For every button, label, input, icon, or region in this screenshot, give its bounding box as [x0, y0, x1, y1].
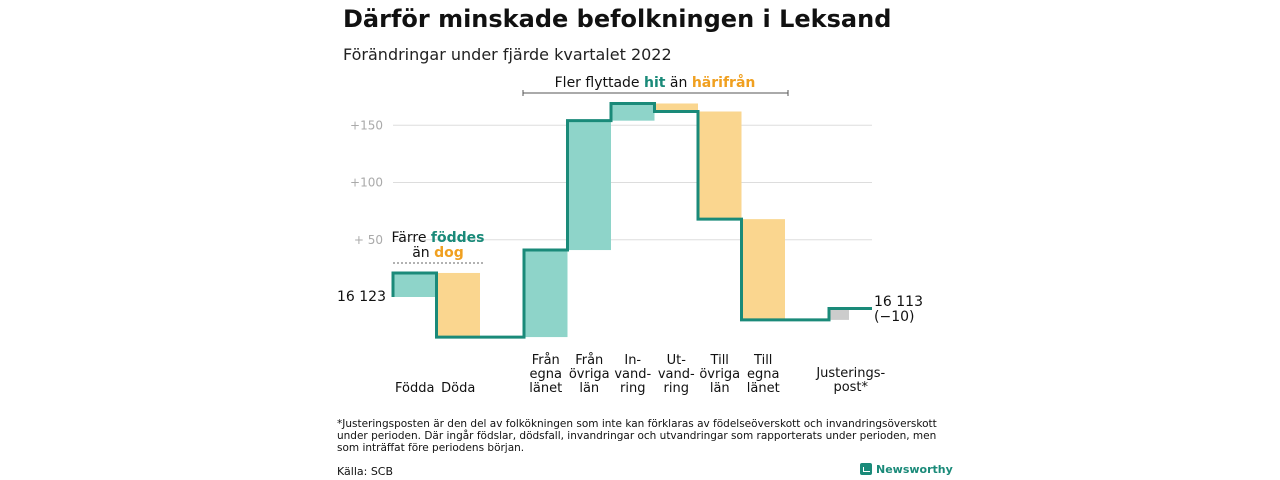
grid-layer: +150 +100 + 50: [350, 118, 872, 247]
brand-logo[interactable]: Newsworthy: [860, 463, 953, 476]
bar-step: [611, 103, 655, 121]
left-annotation-line2: än dog: [412, 245, 464, 261]
start-value-label: 16 123: [337, 289, 386, 305]
brand-name: Newsworthy: [876, 463, 953, 476]
x-tick-label: Döda: [441, 381, 475, 396]
chart-title: Därför minskade befolkningen i Leksand: [343, 5, 892, 33]
x-tick-label: Till övriga län: [699, 353, 740, 396]
end-change-label: (−10): [874, 309, 914, 325]
x-tick-label: Från egna länet: [529, 353, 562, 396]
bar-step: [524, 250, 568, 338]
bar-step: [741, 219, 785, 320]
left-annotation-line1: Färre föddes: [392, 230, 485, 246]
footnote: *Justeringsposten är den del av folkökni…: [337, 418, 937, 454]
x-tick-label: Ut-vand-ring: [658, 353, 695, 396]
chart-subtitle: Förändringar under fjärde kvartalet 2022: [343, 45, 672, 64]
x-tick-label: In-vand-ring: [614, 353, 651, 396]
top-annotation: Fler flyttade hit än härifrån: [555, 74, 756, 91]
source-label: Källa: SCB: [337, 465, 394, 478]
x-tick-label: Från övriga län: [569, 353, 610, 396]
bar-step: [393, 272, 437, 297]
bar-step: [829, 308, 849, 320]
bar-step: [698, 111, 742, 220]
end-value-label: 16 113: [874, 294, 923, 310]
bars-layer: [393, 103, 849, 338]
y-tick-label: +100: [350, 176, 383, 190]
x-tick-label: Till egna länet: [747, 353, 780, 396]
x-tick-label: Födda: [395, 381, 434, 396]
newsworthy-icon: [860, 463, 872, 475]
bar-step: [436, 272, 480, 338]
bar-step: [567, 120, 611, 251]
step-line: [391, 101, 872, 339]
bar-step: [654, 103, 698, 112]
y-tick-label: + 50: [354, 233, 383, 247]
y-tick-label: +150: [350, 118, 383, 132]
step-line-layer: [391, 101, 872, 339]
x-tick-label: Justerings-post*: [815, 366, 885, 395]
